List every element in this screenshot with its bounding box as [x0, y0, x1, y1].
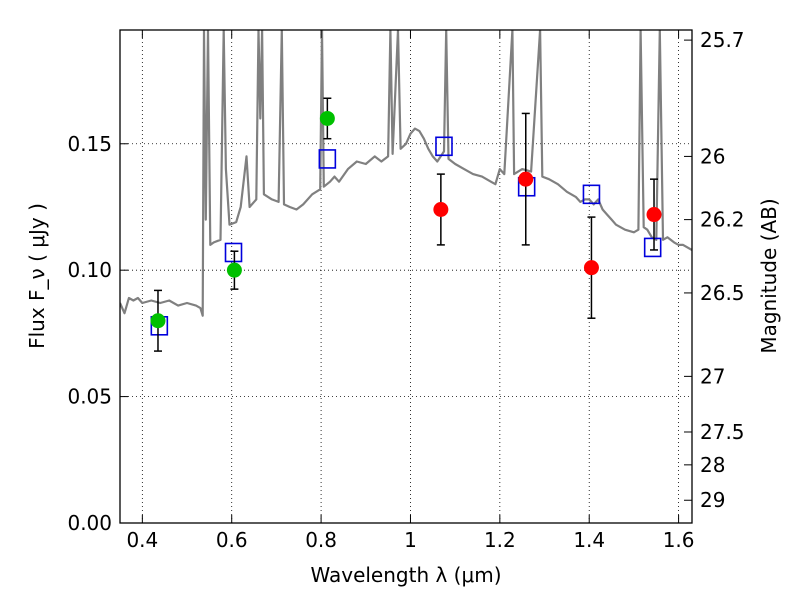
- series-layer: [120, 30, 692, 352]
- y-right-tick-label: 25.7: [700, 28, 745, 52]
- x-tick-label: 1: [404, 528, 417, 552]
- x-tick-label: 1.4: [573, 528, 605, 552]
- y-axis-label: Flux F_ν ( μJy ): [25, 203, 49, 349]
- y-tick-label: 0.05: [67, 385, 112, 409]
- observed-flux-point-red: [646, 207, 662, 223]
- x-tick-label: 1.2: [484, 528, 516, 552]
- model-flux-square: [582, 184, 601, 205]
- y-tick-label: 0.00: [67, 511, 112, 535]
- model-flux-square: [643, 237, 662, 258]
- observed-flux-point-green: [150, 313, 166, 329]
- observed-flux-point-red: [583, 260, 599, 276]
- y-tick-label: 0.10: [67, 258, 112, 282]
- plot-area: [120, 30, 692, 523]
- observed-flux-point-green: [226, 262, 242, 278]
- y-right-tick-label: 29: [700, 488, 725, 512]
- y-right-tick-label: 27.5: [700, 420, 745, 444]
- plot-frame: [119, 29, 693, 524]
- ticks: 0.4 0.6 0.8 1 1.2 1.4 1.6 0.00 0.05 0.10 0.15 25.7 2…: [67, 28, 744, 552]
- model-spectrum-line: [120, 30, 692, 317]
- x-tick-label: 0.6: [216, 528, 248, 552]
- y-axis-right-label: Magnitude (AB): [757, 198, 781, 353]
- model-flux-square: [318, 149, 337, 169]
- x-tick-label: 0.4: [126, 528, 158, 552]
- observed-flux-point-green: [319, 110, 335, 126]
- observed-flux-point-red: [518, 171, 534, 187]
- observed-flux-point-red: [433, 202, 449, 218]
- y-right-tick-label: 26: [700, 144, 725, 168]
- y-right-tick-label: 27: [700, 364, 725, 388]
- model-flux-square: [435, 136, 453, 157]
- x-tick-label: 1.6: [663, 528, 695, 552]
- model-flux-square: [224, 242, 243, 263]
- y-right-tick-label: 26.5: [700, 281, 745, 305]
- y-right-tick-label: 28: [700, 453, 725, 477]
- x-axis-label: Wavelength λ (μm): [310, 563, 501, 587]
- x-tick-label: 0.8: [305, 528, 337, 552]
- y-right-tick-label: 26.2: [700, 208, 745, 232]
- y-tick-label: 0.15: [67, 132, 112, 156]
